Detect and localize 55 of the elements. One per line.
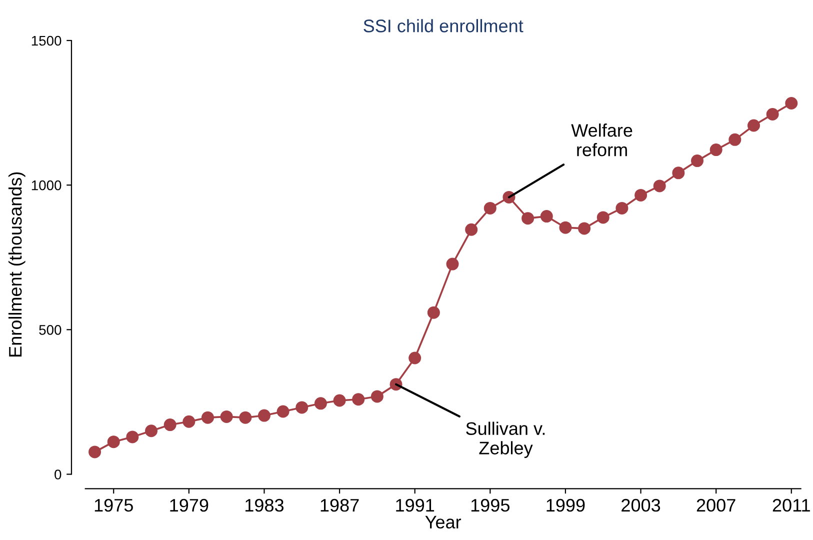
y-tick-label: 500: [39, 324, 62, 335]
y-tick-label: 0: [54, 470, 62, 480]
x-axis-title: Year: [425, 516, 462, 529]
x-tick-label: 1995: [471, 498, 510, 512]
point: [126, 430, 139, 444]
x-tick-label: 1987: [320, 498, 359, 512]
x-tick-label: 1983: [246, 498, 284, 512]
point: [446, 258, 459, 270]
x-tick-label: 1979: [170, 498, 208, 512]
x-tick-label: 1975: [94, 498, 133, 512]
point: [540, 210, 553, 223]
point: [182, 415, 196, 428]
point: [634, 188, 648, 202]
annotation: Welfare reform: [571, 124, 632, 156]
point: [239, 411, 252, 424]
point: [616, 202, 628, 214]
point: [710, 144, 722, 156]
point: [465, 223, 478, 236]
point: [653, 180, 666, 192]
point: [370, 390, 384, 403]
point: [352, 393, 365, 406]
point: [785, 97, 798, 110]
y-axis-title: Enrollment (thousands): [8, 172, 26, 356]
point: [201, 411, 214, 424]
point: [220, 410, 233, 423]
point: [145, 424, 158, 438]
point: [88, 446, 102, 458]
point: [427, 306, 440, 319]
point: [728, 133, 742, 146]
point: [691, 154, 704, 168]
point: [333, 394, 346, 407]
x-tick-label: 1999: [546, 498, 585, 512]
point: [522, 212, 534, 225]
point: [408, 352, 422, 364]
y-tick-label: 1500: [32, 36, 62, 46]
point: [596, 211, 610, 224]
annotation: Sullivan v. Zebley: [466, 422, 545, 458]
point: [484, 202, 496, 214]
point: [672, 166, 685, 180]
point: [578, 222, 591, 235]
point: [314, 397, 327, 410]
point: [296, 401, 308, 414]
point: [258, 409, 270, 422]
point: [107, 436, 120, 448]
x-tick-label: 2011: [772, 498, 810, 512]
point: [766, 108, 779, 120]
point: [164, 418, 176, 432]
point: [747, 119, 760, 132]
x-tick-label: 2003: [622, 498, 660, 512]
y-tick-label: 1000: [32, 180, 62, 190]
point: [559, 221, 572, 234]
x-tick-label: 1991: [396, 498, 434, 512]
point: [276, 405, 290, 418]
chart-title: SSI child enrollment: [364, 19, 524, 32]
x-tick-label: 2007: [696, 498, 736, 512]
